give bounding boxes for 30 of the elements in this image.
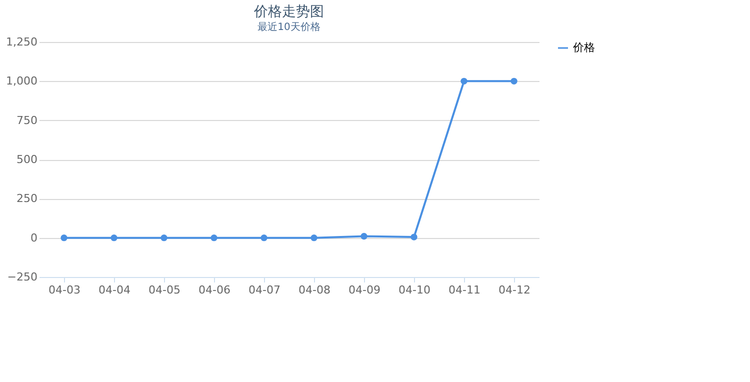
- point: [510, 78, 518, 85]
- point: [460, 78, 468, 85]
- x-tick-label: 04-05: [148, 284, 180, 296]
- y-tick-label: −250: [7, 270, 38, 284]
- point: [210, 234, 218, 242]
- x-tick-label: 04-11: [448, 284, 480, 296]
- x-tick-label: 04-03: [48, 284, 80, 296]
- x-tick-label: 04-06: [198, 284, 230, 296]
- y-tick-label: 1,000: [6, 74, 38, 88]
- x-tick-label: 04-07: [248, 284, 280, 296]
- x-tick-label: 04-10: [398, 284, 430, 296]
- chart-subtitle: 最近10天价格: [258, 21, 320, 33]
- chart-title: 价格走势图: [253, 4, 324, 20]
- x-tick-label: 04-12: [498, 284, 530, 296]
- x-tick-label: 04-04: [98, 284, 130, 296]
- y-tick-label: 750: [16, 114, 38, 127]
- point: [110, 234, 118, 242]
- x-tick-label: 04-09: [348, 284, 380, 296]
- point: [410, 234, 418, 240]
- y-tick-label: 0: [30, 231, 38, 244]
- legend-label: 价格: [572, 41, 595, 54]
- x-tick-label: 04-08: [298, 284, 330, 296]
- point: [160, 234, 168, 242]
- point: [310, 234, 318, 242]
- y-tick-label: 1,250: [6, 36, 38, 48]
- y-tick-label: 500: [16, 153, 38, 166]
- y-tick-label: 250: [16, 192, 38, 206]
- point: [260, 234, 268, 242]
- point: [360, 232, 368, 240]
- point: [60, 234, 68, 242]
